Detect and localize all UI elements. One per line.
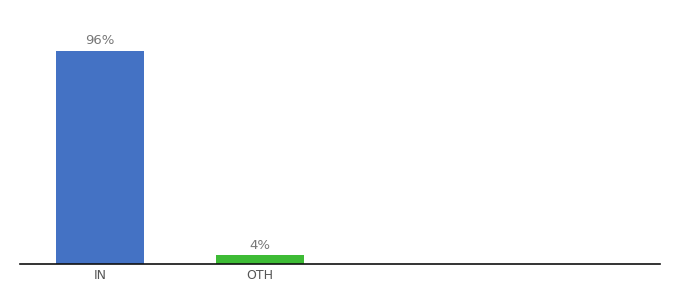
Bar	[216, 255, 304, 264]
Text: 96%: 96%	[86, 34, 115, 47]
Bar	[56, 51, 144, 264]
Text: 4%: 4%	[250, 239, 271, 252]
